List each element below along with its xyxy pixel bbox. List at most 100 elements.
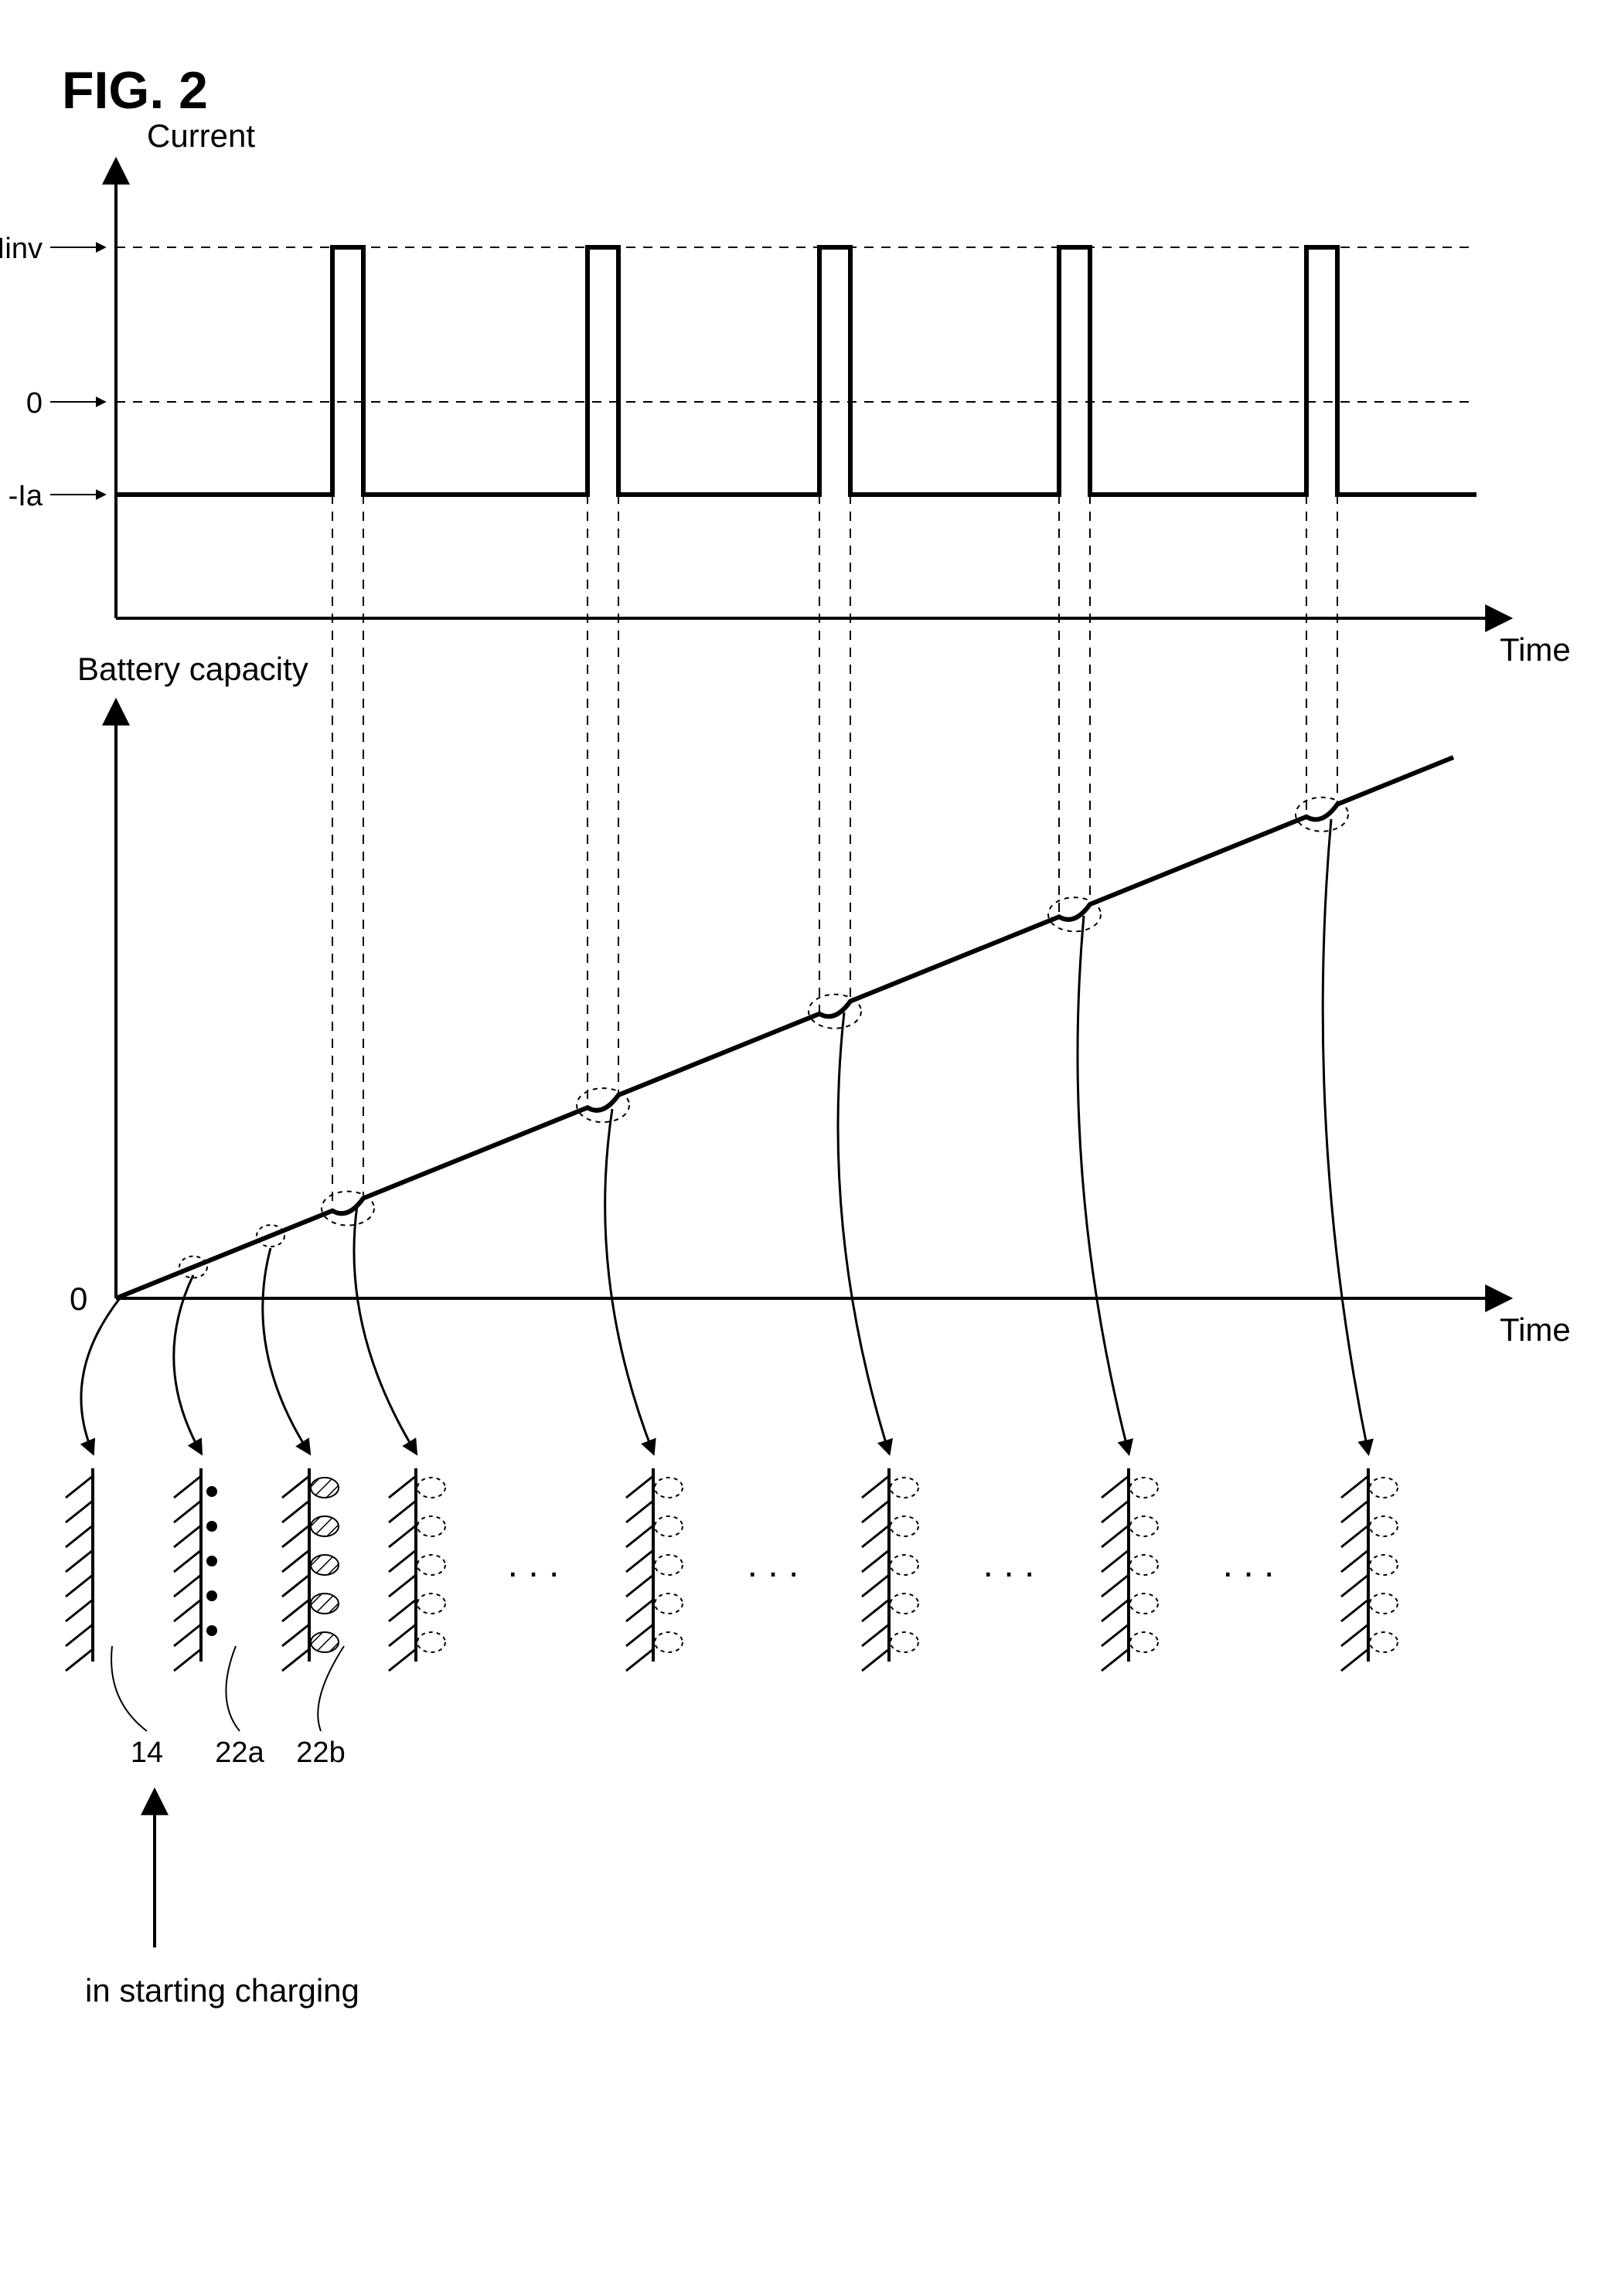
hatch-tick: [1341, 1501, 1368, 1522]
hatch-tick: [1341, 1624, 1368, 1646]
callout-arrow: [174, 1275, 201, 1453]
hatch-tick: [66, 1550, 93, 1572]
hatch-tick: [626, 1624, 653, 1646]
film-dashed: [1130, 1478, 1158, 1498]
hatch-tick: [1102, 1624, 1129, 1646]
ellipsis: . . .: [983, 1544, 1035, 1585]
hatch-tick: [626, 1575, 653, 1597]
film-dot: [206, 1556, 217, 1566]
current-waveform: [116, 247, 1476, 495]
hatch-tick: [1102, 1550, 1129, 1572]
figure-label: FIG. 2: [62, 61, 208, 120]
film-dashed: [417, 1632, 445, 1652]
bottom-x-axis-label: Time: [1500, 1311, 1571, 1348]
film-dashed: [655, 1478, 683, 1498]
film-dashed: [1130, 1632, 1158, 1652]
film-dashed: [655, 1555, 683, 1575]
figure-svg: FIG. 2Current Time Iinv 0 -Ia Battery capacit…: [0, 0, 1611, 2296]
film-solid: [311, 1555, 339, 1575]
hatch-tick: [626, 1526, 653, 1547]
hatch-tick: [282, 1575, 309, 1597]
hatch-tick: [389, 1624, 416, 1646]
hatch-tick: [174, 1649, 201, 1671]
top-y-axis-label: Current: [147, 117, 255, 154]
ellipsis: . . .: [1223, 1544, 1275, 1585]
hatch-tick: [862, 1476, 889, 1498]
ref-lead: [318, 1646, 344, 1731]
hatch-tick: [626, 1600, 653, 1621]
hatch-tick: [66, 1649, 93, 1671]
hatch-tick: [1102, 1501, 1129, 1522]
hatch-tick: [66, 1624, 93, 1646]
hatch-tick: [282, 1550, 309, 1572]
hatch-tick: [1341, 1600, 1368, 1621]
hatch-tick: [389, 1550, 416, 1572]
hatch-tick: [1102, 1476, 1129, 1498]
hatch-tick: [1102, 1526, 1129, 1547]
hatch-tick: [862, 1649, 889, 1671]
film-dashed: [1130, 1555, 1158, 1575]
hatch-tick: [626, 1476, 653, 1498]
hatch-tick: [1102, 1575, 1129, 1597]
film-dot: [206, 1521, 217, 1532]
figure-page: FIG. 2Current Time Iinv 0 -Ia Battery capacit…: [0, 0, 1611, 2296]
dip-marker: [577, 1088, 629, 1122]
film-dashed: [891, 1632, 918, 1652]
film-dashed: [891, 1516, 918, 1536]
bottom-caption: in starting charging: [85, 1972, 359, 2009]
film-dashed: [1370, 1555, 1398, 1575]
film-dashed: [891, 1555, 918, 1575]
ellipsis: . . .: [748, 1544, 799, 1585]
top-ytick-label: -Ia: [9, 480, 43, 512]
hatch-tick: [1341, 1649, 1368, 1671]
ref-lead: [111, 1646, 147, 1731]
film-solid: [311, 1516, 339, 1536]
film-dot: [206, 1590, 217, 1601]
hatch-tick: [862, 1550, 889, 1572]
hatch-tick: [282, 1624, 309, 1646]
ref-label: 22b: [296, 1736, 345, 1769]
bottom-y-axis-label: Battery capacity: [77, 651, 308, 687]
film-dashed: [891, 1594, 918, 1614]
ref-lead: [226, 1646, 240, 1731]
hatch-tick: [174, 1501, 201, 1522]
film-dashed: [655, 1632, 683, 1652]
hatch-tick: [282, 1600, 309, 1621]
hatch-tick: [282, 1476, 309, 1498]
hatch-tick: [389, 1501, 416, 1522]
capacity-line: [116, 757, 1453, 1298]
bottom-zero-label: 0: [70, 1281, 87, 1317]
hatch-tick: [862, 1501, 889, 1522]
film-dashed: [655, 1516, 683, 1536]
dip-marker: [809, 995, 861, 1029]
film-dashed: [417, 1594, 445, 1614]
film-dashed: [1130, 1594, 1158, 1614]
film-dashed: [1370, 1478, 1398, 1498]
film-dot: [206, 1625, 217, 1636]
film-dashed: [417, 1516, 445, 1536]
hatch-tick: [389, 1526, 416, 1547]
top-ytick-label: Iinv: [0, 233, 43, 265]
film-solid: [311, 1632, 339, 1652]
hatch-tick: [626, 1550, 653, 1572]
callout-arrow: [1078, 916, 1129, 1453]
hatch-tick: [66, 1575, 93, 1597]
film-dashed: [655, 1594, 683, 1614]
top-x-axis-label: Time: [1500, 631, 1571, 668]
hatch-tick: [174, 1575, 201, 1597]
hatch-tick: [282, 1526, 309, 1547]
hatch-tick: [389, 1649, 416, 1671]
hatch-tick: [1341, 1476, 1368, 1498]
hatch-tick: [1341, 1526, 1368, 1547]
ellipsis: . . .: [508, 1544, 560, 1585]
film-solid: [311, 1478, 339, 1498]
hatch-tick: [66, 1600, 93, 1621]
film-dashed: [1130, 1516, 1158, 1536]
hatch-tick: [862, 1575, 889, 1597]
hatch-tick: [282, 1501, 309, 1522]
hatch-tick: [66, 1526, 93, 1547]
film-dashed: [1370, 1632, 1398, 1652]
film-dashed: [417, 1555, 445, 1575]
hatch-tick: [1341, 1575, 1368, 1597]
hatch-tick: [862, 1526, 889, 1547]
